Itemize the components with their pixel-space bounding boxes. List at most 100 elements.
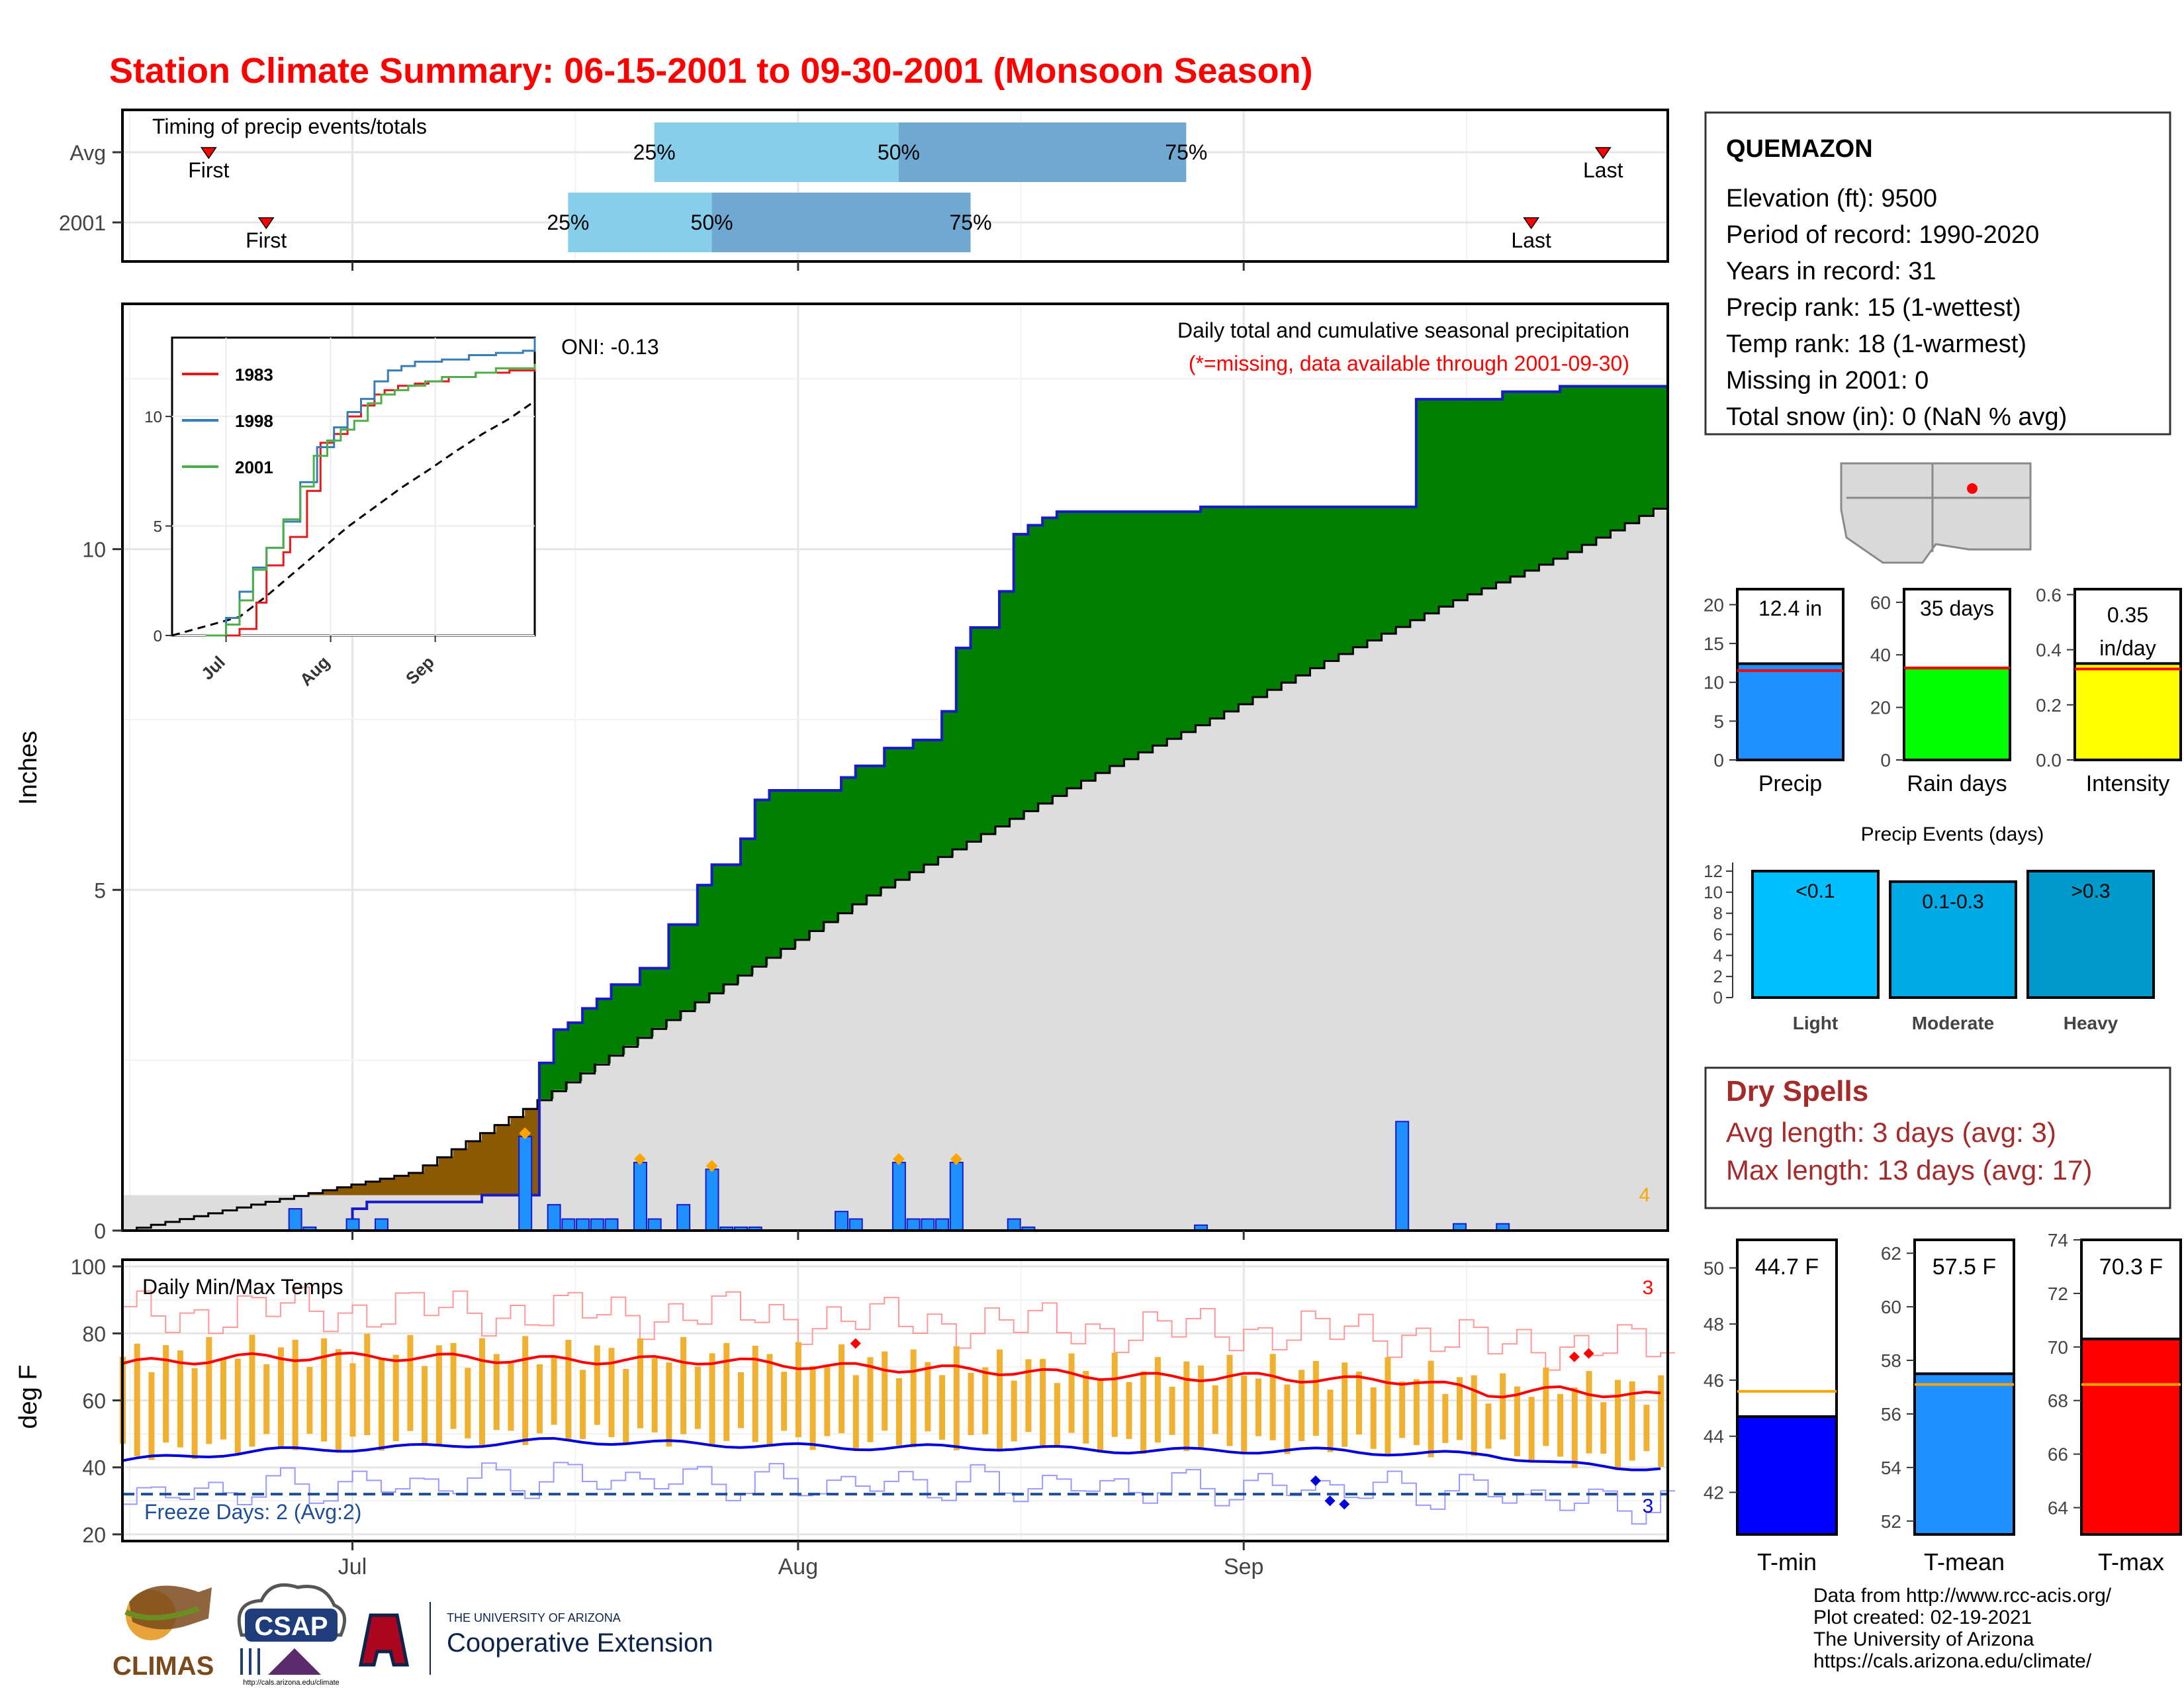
- freeze-days-text: Freeze Days: 2 (Avg:2): [144, 1500, 361, 1524]
- daily-temp-range-bar: [709, 1353, 715, 1446]
- daily-temp-range-bar: [1154, 1357, 1161, 1443]
- daily-precip-bar: [848, 1218, 863, 1231]
- events-category-label: Moderate: [1912, 1013, 1994, 1033]
- summary-bar-ytick-label: 40: [1870, 645, 1891, 665]
- inset-climatology-line: [171, 400, 535, 637]
- dry-spells-box: Dry Spells Avg length: 3 days (avg: 3) M…: [1704, 1066, 2171, 1209]
- daily-precip-bar: [1007, 1218, 1021, 1231]
- inset-ytick-label: 0: [154, 628, 162, 645]
- daily-temp-range-bar: [1385, 1357, 1391, 1454]
- daily-temp-range-bar: [580, 1370, 586, 1439]
- timing-title: Timing of precip events/totals: [152, 115, 427, 138]
- daily-temp-range-bar: [177, 1350, 183, 1448]
- dry-spells-title: Dry Spells: [1726, 1075, 1868, 1107]
- temp-ylabel: deg F: [15, 1364, 42, 1429]
- daily-temp-range-bar: [422, 1366, 428, 1446]
- daily-temp-range-bar: [493, 1354, 500, 1430]
- inset-series-line-1998: [212, 338, 536, 637]
- daily-temp-range-bar: [1399, 1382, 1406, 1438]
- daily-temp-range-bar: [551, 1355, 557, 1425]
- daily-temp-range-bar: [694, 1366, 701, 1429]
- record-marker: [1310, 1475, 1321, 1486]
- temp-summary-ytick-label: 46: [1704, 1370, 1724, 1391]
- record-high-line: [122, 1286, 1675, 1371]
- summary-bar-ytick-label: 20: [1704, 594, 1724, 615]
- daily-precip-bar: [647, 1218, 662, 1231]
- record-marker: [850, 1338, 861, 1349]
- inset-legend-label: 1998: [235, 411, 273, 431]
- daily-precip-bar: [891, 1162, 906, 1232]
- daily-temp-range-bar: [234, 1358, 241, 1455]
- daily-temp-range-bar: [536, 1364, 543, 1434]
- daily-precip-bar: [374, 1218, 388, 1231]
- daily-temp-range-bar: [191, 1368, 198, 1459]
- station-info-line: Elevation (ft): 9500: [1726, 185, 1937, 212]
- temp-summary-value-label: 70.3 F: [2099, 1254, 2163, 1280]
- footer-line: Data from http://www.rcc-acis.org/: [1813, 1585, 2112, 1607]
- dry-spells-max: Max length: 13 days (avg: 17): [1726, 1154, 2092, 1186]
- temp-summary-ytick-label: 60: [1881, 1297, 1901, 1317]
- daily-temp-range-bar: [1500, 1373, 1506, 1440]
- daily-temp-range-bar: [565, 1339, 572, 1442]
- daily-temp-range-bar: [781, 1372, 788, 1431]
- events-bar-label: <0.1: [1796, 880, 1835, 902]
- timing-box-lower: [568, 193, 712, 252]
- summary-bar-name: Precip: [1758, 771, 1822, 796]
- station-info-line: Temp rank: 18 (1-warmest): [1726, 330, 2026, 358]
- precip-event-marker: [519, 1127, 531, 1139]
- daily-temp-range-bar: [206, 1336, 212, 1444]
- daily-temp-range-bar: [1514, 1386, 1520, 1456]
- month-label: Sep: [1224, 1554, 1264, 1579]
- daily-temp-range-bar: [882, 1351, 888, 1431]
- daily-precip-bar: [604, 1218, 619, 1231]
- daily-temp-range-bar: [666, 1362, 672, 1447]
- temp-summary-ytick-label: 70: [2048, 1337, 2068, 1358]
- daily-temp-range-bar: [349, 1363, 356, 1437]
- temp-summary-ytick-label: 68: [2048, 1391, 2068, 1411]
- locator-map: [1840, 461, 2032, 564]
- summary-bar-ytick-label: 10: [1704, 673, 1724, 693]
- record-marker: [1583, 1348, 1594, 1359]
- daily-temp-range-bar: [1212, 1385, 1218, 1434]
- daily-temp-range-bar: [435, 1345, 442, 1445]
- daily-temp-range-bar: [1614, 1380, 1621, 1470]
- daily-temp-range-bar: [163, 1345, 169, 1443]
- precip-annotation-missing: (*=missing, data available through 2001-…: [1189, 352, 1629, 375]
- climatology-line: [122, 501, 1669, 1232]
- temp-ytick-label: 40: [82, 1456, 106, 1480]
- temp-summary-ytick-label: 72: [2048, 1284, 2068, 1304]
- daily-temp-range-bar: [1543, 1367, 1549, 1446]
- precip-event-marker: [705, 1160, 718, 1172]
- daily-temp-range-bar: [839, 1344, 845, 1434]
- daily-temp-range-bar: [738, 1372, 744, 1429]
- timing-last-marker: [1523, 217, 1540, 230]
- record-marker: [1339, 1499, 1350, 1510]
- daily-temp-range-bar: [996, 1349, 1003, 1451]
- below-average-area: [122, 1062, 539, 1231]
- daily-precip-bar: [921, 1218, 935, 1231]
- month-label: Aug: [778, 1554, 819, 1579]
- timing-first-label: First: [188, 158, 229, 182]
- daily-temp-range-bar: [795, 1342, 801, 1438]
- events-bar: [2026, 869, 2155, 999]
- daily-temp-range-bar: [220, 1358, 227, 1440]
- timing-first-label: First: [246, 228, 287, 252]
- month-label: Jul: [338, 1554, 367, 1579]
- tmin-mean-line: [122, 1436, 1661, 1472]
- daily-precip-bar: [906, 1218, 921, 1231]
- daily-temp-range-bar: [766, 1354, 773, 1447]
- precip-events-title: Precip Events (days): [1861, 823, 2044, 845]
- daily-temp-range-bar: [1097, 1379, 1104, 1453]
- temp-summary-ytick-label: 56: [1881, 1404, 1901, 1425]
- daily-temp-range-bar: [1457, 1377, 1463, 1440]
- temp-summary-value-label: 57.5 F: [1933, 1254, 1996, 1280]
- daily-temp-range-bar: [148, 1372, 155, 1460]
- daily-temp-range-bar: [895, 1378, 902, 1446]
- summary-bar-ytick-label: 60: [1870, 592, 1891, 613]
- daily-temp-range-bar: [1269, 1354, 1276, 1440]
- precip-event-marker: [892, 1153, 905, 1166]
- timing-q25-label: 25%: [633, 140, 676, 164]
- daily-temp-range-bar: [1284, 1384, 1291, 1454]
- daily-temp-range-bar: [407, 1335, 414, 1431]
- events-bar: [1889, 880, 2017, 999]
